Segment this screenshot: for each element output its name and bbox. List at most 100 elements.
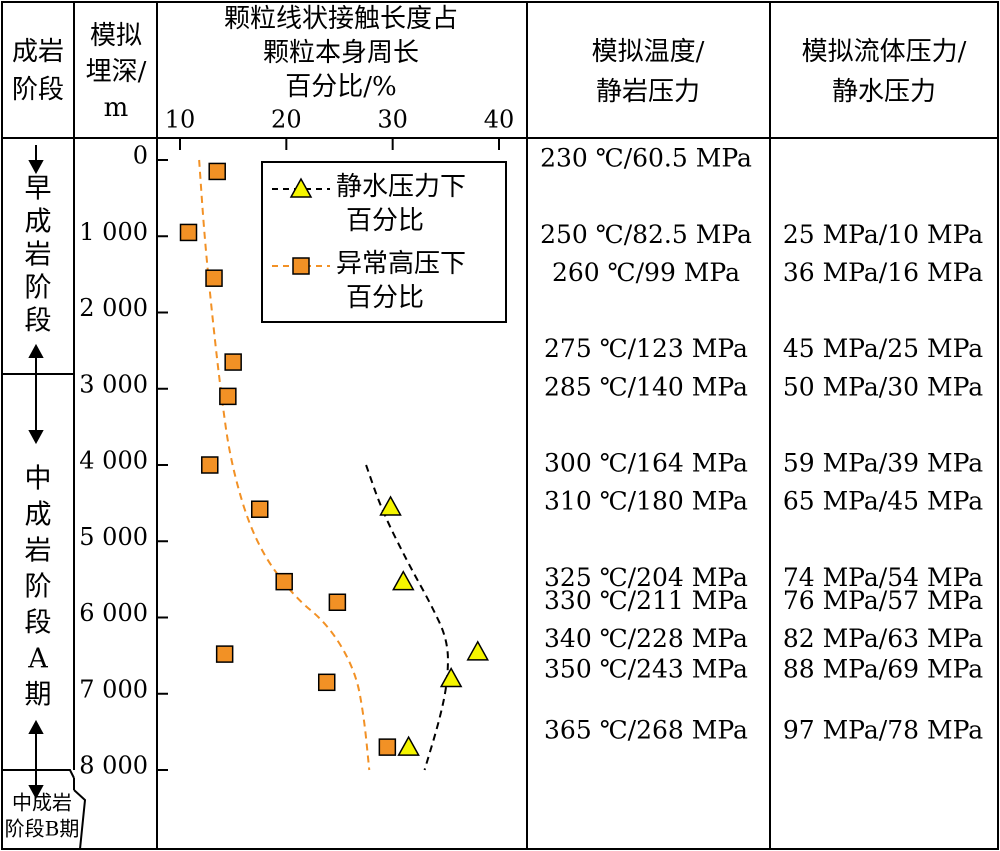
fluid-cell: 74 MPa/54 MPa xyxy=(783,563,983,592)
temp-cell: 350 ℃/243 MPa xyxy=(544,654,748,683)
temp-cell: 285 ℃/140 MPa xyxy=(544,372,748,401)
normal-pressure-point xyxy=(439,666,463,688)
temp-cell: 230 ℃/60.5 MPa xyxy=(540,144,752,173)
middle-b-stage-line: 阶段B期 xyxy=(5,817,80,841)
middle-a-stage-char: A xyxy=(27,644,48,675)
ratio-header-line: 百分比/% xyxy=(285,72,396,102)
arrow-up-head xyxy=(28,343,44,358)
y-tick-label: 7 000 xyxy=(79,675,148,703)
middle-a-stage-char: 成 xyxy=(25,500,52,531)
temp-cell: 300 ℃/164 MPa xyxy=(544,449,748,478)
arrow-down-head xyxy=(28,160,44,175)
early-stage-char: 阶 xyxy=(25,273,52,304)
depth-header-line: 埋深/ xyxy=(86,57,147,87)
overpressure-point xyxy=(215,645,234,663)
middle-a-stage-char: 岩 xyxy=(25,536,52,567)
trend-curves xyxy=(198,159,449,771)
normal-pressure-point xyxy=(397,735,420,756)
x-tick-label: 30 xyxy=(377,106,408,134)
middle-a-stage-char: 阶 xyxy=(25,572,52,603)
legend-normal-marker xyxy=(289,177,313,198)
legend-overpressure-label: 异常高压下 xyxy=(336,249,466,279)
fluid-cell: 59 MPa/39 MPa xyxy=(783,449,983,478)
temp-cell: 330 ℃/211 MPa xyxy=(544,586,748,615)
middle-a-stage-char: 段 xyxy=(25,608,52,639)
stage-divider-2c xyxy=(73,789,87,850)
stage-header-line: 阶段 xyxy=(12,75,64,105)
early-stage-char: 成 xyxy=(25,207,52,238)
temp-cell: 250 ℃/82.5 MPa xyxy=(540,220,752,249)
normal-pressure-point xyxy=(392,570,415,591)
overpressure-point xyxy=(328,593,347,611)
stage-divider-2 xyxy=(2,769,75,779)
fluid-header-line: 模拟流体压力/ xyxy=(802,37,967,67)
temp-cell: 260 ℃/99 MPa xyxy=(552,258,740,287)
y-tick-label: 6 000 xyxy=(79,599,148,627)
x-tick-label: 20 xyxy=(271,106,302,134)
y-tick-label: 0 xyxy=(133,142,148,170)
y-tick-label: 4 000 xyxy=(79,447,148,475)
overpressure-point xyxy=(219,387,237,406)
arrow-down-head xyxy=(28,430,44,445)
stage-header-line: 成岩 xyxy=(12,37,64,67)
normal-pressure-point xyxy=(379,495,402,516)
y-tick-label: 5 000 xyxy=(79,523,148,551)
overpressure-point xyxy=(275,572,293,591)
legend-normal-label: 静水压力下 xyxy=(336,172,466,202)
middle-a-stage-char: 期 xyxy=(25,680,52,711)
temp-header-line: 静岩压力 xyxy=(596,77,700,107)
y-tick-label: 3 000 xyxy=(79,370,148,398)
fluid-cell: 45 MPa/25 MPa xyxy=(783,334,983,363)
overpressure-point xyxy=(179,223,198,242)
overpressure-point xyxy=(201,456,219,474)
overpressure-point xyxy=(317,673,336,692)
fluid-cell: 25 MPa/10 MPa xyxy=(783,220,983,249)
temp-cell: 275 ℃/123 MPa xyxy=(544,334,748,363)
normal-pressure-point xyxy=(466,640,490,661)
fluid-cell: 36 MPa/16 MPa xyxy=(783,258,983,287)
fluid-cell: 88 MPa/69 MPa xyxy=(783,654,983,683)
x-tick-label: 40 xyxy=(484,106,515,134)
y-axis: 0 1 000 2 000 3 000 4 000 5 000 6 000 7 000 8 00… xyxy=(79,142,168,780)
temp-cell: 340 ℃/228 MPa xyxy=(544,624,748,653)
fluid-cell: 97 MPa/78 MPa xyxy=(783,715,983,744)
fluid-cell: 50 MPa/30 MPa xyxy=(783,372,983,401)
y-tick-label: 8 000 xyxy=(79,752,148,780)
overpressure-point xyxy=(251,500,269,518)
legend-overpressure-marker xyxy=(292,257,310,275)
middle-b-stage-line: 中成岩 xyxy=(12,791,72,815)
ratio-header-line: 颗粒线状接触长度占 xyxy=(224,4,458,34)
arrow-down-head xyxy=(28,785,44,800)
early-stage-char: 段 xyxy=(25,306,52,337)
early-stage-char: 岩 xyxy=(25,240,52,271)
overpressure-point xyxy=(224,353,242,371)
temp-cell: 365 ℃/268 MPa xyxy=(544,715,748,744)
temp-header-line: 模拟温度/ xyxy=(592,37,705,67)
early-stage-char: 早 xyxy=(25,174,52,205)
stage-arrows xyxy=(28,145,44,800)
legend-overpressure-label: 百分比 xyxy=(346,283,424,313)
fluid-cell: 76 MPa/57 MPa xyxy=(783,586,983,615)
fluid-pressure-column: 25 MPa/10 MPa 36 MPa/16 MPa 45 MPa/25 MPa 5… xyxy=(783,220,983,745)
overpressure-point xyxy=(378,738,397,756)
overpressure-point xyxy=(205,269,223,287)
data-points xyxy=(179,162,490,756)
x-tick-label: 10 xyxy=(165,106,196,134)
depth-header-line: m xyxy=(104,93,129,123)
y-tick-label: 1 000 xyxy=(79,218,148,246)
middle-a-stage-char: 中 xyxy=(25,464,52,495)
normal-pressure-curve xyxy=(365,464,449,771)
depth-header-line: 模拟 xyxy=(90,21,142,51)
legend-normal-label: 百分比 xyxy=(346,206,424,236)
arrow-up-head xyxy=(28,719,44,734)
y-tick-label: 2 000 xyxy=(79,294,148,322)
overpressure-point xyxy=(208,162,226,181)
x-axis: 10 20 30 40 xyxy=(165,106,515,150)
fluid-cell: 65 MPa/45 MPa xyxy=(783,487,983,516)
